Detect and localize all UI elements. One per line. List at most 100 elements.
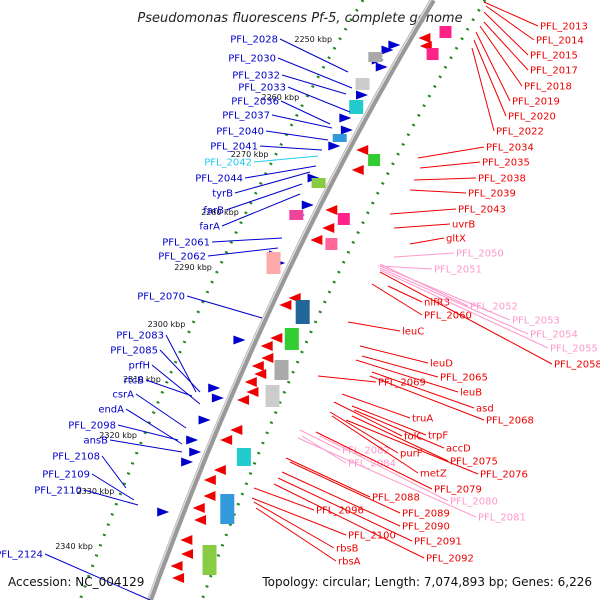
gene-label[interactable]: gltX: [446, 234, 466, 245]
gene-label[interactable]: PFL_2055: [550, 344, 598, 355]
gene-label[interactable]: farB: [203, 206, 224, 217]
gene-label[interactable]: PFL_2092: [426, 554, 474, 565]
gene-label[interactable]: PFL_2070: [137, 292, 185, 303]
reverse-gene-arrow: [192, 503, 205, 513]
gene-label[interactable]: PFL_2088: [372, 493, 420, 504]
gene-body-block: [311, 178, 326, 188]
gene-label[interactable]: PFL_2015: [530, 51, 578, 62]
gene-label[interactable]: prfH: [129, 361, 151, 372]
gene-label[interactable]: PFL_2028: [230, 35, 278, 46]
gene-label[interactable]: PFL_2124: [0, 550, 43, 561]
scale-label: 2290 kbp: [174, 263, 212, 272]
gene-label[interactable]: PFL_2050: [456, 249, 504, 260]
gene-label[interactable]: endA: [98, 405, 124, 416]
gene-label[interactable]: rbsA: [338, 557, 361, 568]
gene-label[interactable]: rtcB: [124, 376, 145, 387]
gene-label[interactable]: PFL_2042: [204, 158, 252, 169]
gene-label[interactable]: PFL_2089: [402, 509, 450, 520]
gene-label[interactable]: PFL_2022: [496, 127, 544, 138]
gene-label[interactable]: PFL_2051: [434, 265, 482, 276]
gene-label[interactable]: PFL_2018: [524, 82, 572, 93]
gene-label[interactable]: PFL_2038: [478, 174, 526, 185]
gene-label[interactable]: PFL_2083: [116, 331, 164, 342]
gene-label[interactable]: accD: [446, 444, 471, 455]
gene-label[interactable]: PFL_2036: [231, 97, 279, 108]
gene-label[interactable]: metZ: [420, 469, 447, 480]
gene-leader-line: [273, 483, 425, 559]
gene-label[interactable]: PFL_2013: [540, 22, 588, 33]
gene-label[interactable]: rbsB: [336, 544, 359, 555]
gene-label[interactable]: leuD: [430, 359, 453, 370]
gene-label[interactable]: PFL_2054: [530, 330, 578, 341]
gene-label[interactable]: PFL_2108: [52, 452, 100, 463]
gene-label[interactable]: PFL_2065: [440, 373, 488, 384]
accession-label: Accession: NC_004129: [8, 575, 144, 589]
gene-leader-line: [319, 435, 449, 502]
gene-label[interactable]: trpF: [428, 431, 448, 442]
gene-label[interactable]: PFL_2020: [508, 112, 556, 123]
gene-label[interactable]: PFL_2017: [530, 66, 578, 77]
gene-label[interactable]: PFL_2068: [486, 416, 534, 427]
gene-label[interactable]: PFL_2032: [232, 71, 280, 82]
gene-label[interactable]: PFL_2040: [216, 127, 264, 138]
gene-body-block: [289, 210, 304, 220]
gene-label[interactable]: PFL_2060: [424, 311, 472, 322]
gene-label[interactable]: PFL_2080: [450, 497, 498, 508]
gene-label[interactable]: leuC: [402, 327, 424, 338]
gene-body-block: [332, 134, 347, 142]
gene-label[interactable]: PFL_2034: [486, 143, 534, 154]
gene-label[interactable]: PFL_2019: [512, 97, 560, 108]
gene-leader-line: [145, 379, 193, 397]
gene-label[interactable]: tyrB: [212, 189, 233, 200]
gene-label[interactable]: PFL_2052: [470, 302, 518, 313]
gene-label[interactable]: PFL_2085: [110, 346, 158, 357]
gene-label[interactable]: PFL_2110: [34, 486, 82, 497]
gene-label[interactable]: PFL_2109: [42, 470, 90, 481]
gene-leader-line: [355, 359, 459, 393]
forward-gene-arrow: [375, 62, 388, 72]
forward-gene-arrow: [211, 393, 224, 403]
gene-label[interactable]: PFL_2100: [348, 531, 396, 542]
gene-leader-line: [329, 411, 399, 454]
right-gene-labels: PFL_2013 PFL_2014 PFL_2015 PFL_2017 PFL_2018…: [251, 1, 600, 568]
gene-label[interactable]: PFL_2030: [228, 54, 276, 65]
gene-leader-line: [409, 237, 445, 245]
gene-label[interactable]: truA: [412, 414, 433, 425]
gene-label[interactable]: PFL_2039: [468, 189, 516, 200]
gene-label[interactable]: PFL_2096: [316, 506, 364, 517]
gene-leader-line: [186, 295, 263, 319]
gene-label[interactable]: PFL_2053: [512, 316, 560, 327]
gene-leader-line: [109, 439, 183, 453]
gene-label[interactable]: PFL_2014: [536, 36, 584, 47]
gene-label[interactable]: csrA: [112, 390, 134, 401]
gene-label[interactable]: ansB: [83, 436, 108, 447]
gene-label[interactable]: PFL_2044: [195, 174, 243, 185]
gene-label[interactable]: PFL_2082: [342, 446, 390, 457]
gene-label[interactable]: folC: [404, 432, 423, 443]
gene-label[interactable]: PFL_2084: [348, 459, 396, 470]
gene-label[interactable]: PFL_2098: [68, 421, 116, 432]
gene-label[interactable]: PFL_2061: [162, 238, 210, 249]
gene-label[interactable]: PFL_2062: [158, 252, 206, 263]
gene-label[interactable]: PFL_2037: [222, 111, 270, 122]
gene-label[interactable]: PFL_2058: [554, 360, 600, 371]
gene-label[interactable]: PFL_2075: [450, 457, 498, 468]
gene-label[interactable]: PFL_2081: [478, 513, 526, 524]
gene-label[interactable]: PFL_2033: [238, 83, 286, 94]
gene-label[interactable]: PFL_2091: [414, 537, 462, 548]
gene-label[interactable]: PFL_2090: [402, 522, 450, 533]
gene-label[interactable]: asd: [476, 404, 494, 415]
gene-label[interactable]: farA: [199, 222, 220, 233]
gene-label[interactable]: PFL_2043: [458, 205, 506, 216]
gene-label[interactable]: PFL_2079: [434, 485, 482, 496]
gene-leader-line: [151, 364, 201, 405]
gene-label[interactable]: PFL_2035: [482, 158, 530, 169]
reverse-gene-arrow: [246, 387, 259, 397]
gene-label[interactable]: PFL_2041: [210, 142, 258, 153]
gene-label[interactable]: PFL_2076: [480, 470, 528, 481]
reverse-gene-arrow: [203, 475, 216, 485]
gene-label[interactable]: purF: [400, 449, 423, 460]
gene-body-block: [202, 545, 217, 575]
gene-label[interactable]: uvrB: [452, 220, 475, 231]
gene-label[interactable]: leuB: [460, 388, 482, 399]
